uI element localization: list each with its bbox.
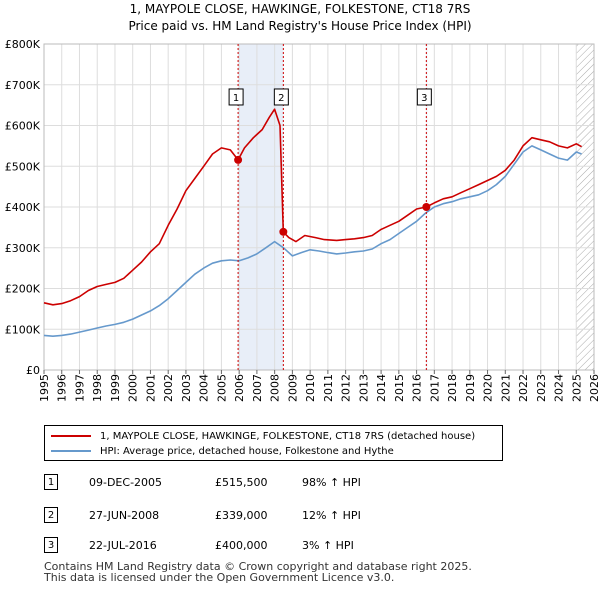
legend: 1, MAYPOLE CLOSE, HAWKINGE, FOLKESTONE, … <box>44 425 503 461</box>
x-tick-label: 1996 <box>56 374 69 402</box>
transaction-price: £400,000 <box>215 538 268 552</box>
x-tick-label: 2009 <box>286 374 299 402</box>
footer-line-1: Contains HM Land Registry data © Crown c… <box>44 560 472 573</box>
sale-marker-label: 3 <box>421 93 427 104</box>
transaction-date: 27-JUN-2008 <box>89 508 160 522</box>
sale-marker-box <box>228 88 244 106</box>
x-axis: 1995 1996 1997 1998 1999 2000 2001 2002 2003 2004… <box>38 370 600 402</box>
legend-label-property: 1, MAYPOLE CLOSE, HAWKINGE, FOLKESTONE, … <box>100 430 476 442</box>
x-tick-label: 2006 <box>233 374 246 402</box>
x-tick-label: 1999 <box>109 374 122 402</box>
legend-swatch-hpi <box>51 450 91 452</box>
legend-entry-property: 1, MAYPOLE CLOSE, HAWKINGE, FOLKESTONE, … <box>45 429 475 443</box>
y-tick-label: £500K <box>5 160 41 173</box>
sale-markers: 1 2 3 <box>228 44 432 370</box>
x-tick-label: 2003 <box>180 374 193 402</box>
x-tick-label: 2000 <box>127 374 140 402</box>
x-tick-label: 2026 <box>588 374 600 402</box>
legend-label-hpi: HPI: Average price, detached house, Folk… <box>100 445 394 457</box>
x-tick-label: 2016 <box>411 374 424 402</box>
x-tick-label: 1997 <box>73 374 86 402</box>
sale-marker-box <box>273 88 289 106</box>
transaction-hpi: 98% ↑ HPI <box>302 475 361 489</box>
x-tick-label: 1998 <box>91 374 104 402</box>
y-tick-label: £0 <box>26 364 40 377</box>
transaction-hpi: 3% ↑ HPI <box>302 538 354 552</box>
y-axis: £0 £100K £200K £300K £400K £500K £600K £700K £80… <box>5 38 41 377</box>
x-tick-label: 2005 <box>215 374 228 402</box>
transaction-number: 1 <box>44 474 58 490</box>
price-chart: 1, MAYPOLE CLOSE, HAWKINGE, FOLKESTONE, … <box>5 2 600 402</box>
transaction-date: 09-DEC-2005 <box>89 475 163 489</box>
series-lines <box>43 108 582 337</box>
x-tick-label: 2024 <box>553 374 566 402</box>
x-tick-label: 2015 <box>393 374 406 402</box>
x-tick-label: 2004 <box>198 374 211 402</box>
x-tick-label: 2018 <box>446 374 459 402</box>
transaction-price: £339,000 <box>215 508 268 522</box>
x-tick-label: 2022 <box>517 374 530 402</box>
property-series-line <box>43 108 582 306</box>
x-tick-label: 2023 <box>535 374 548 402</box>
sale-marker-point <box>279 227 288 236</box>
x-tick-label: 2025 <box>570 374 583 402</box>
transaction-number: 2 <box>44 507 58 523</box>
x-tick-label: 2017 <box>428 374 441 402</box>
plot-frame <box>43 43 595 371</box>
x-tick-label: 2007 <box>251 374 264 402</box>
hpi-series-line <box>43 145 582 337</box>
transaction-price: £515,500 <box>215 475 268 489</box>
x-tick-label: 2002 <box>162 374 175 402</box>
x-tick-label: 2012 <box>340 374 353 402</box>
transaction-number: 3 <box>44 537 58 553</box>
x-tick-label: 2001 <box>144 374 157 402</box>
y-tick-label: £300K <box>5 242 41 255</box>
y-tick-label: £800K <box>5 38 41 51</box>
x-tick-label: 2021 <box>499 374 512 402</box>
transaction-row: 3 22-JUL-2016 £400,000 3% ↑ HPI <box>44 535 354 555</box>
x-tick-label: 2011 <box>322 374 335 402</box>
transaction-date: 22-JUL-2016 <box>89 538 157 552</box>
y-tick-label: £100K <box>5 323 41 336</box>
y-tick-label: £200K <box>5 283 41 296</box>
footer-line-2: This data is licensed under the Open Gov… <box>44 571 395 584</box>
x-tick-label: 2019 <box>464 374 477 402</box>
x-tick-label: 2008 <box>269 374 282 402</box>
sale-marker-label: 1 <box>233 93 239 104</box>
y-tick-label: £700K <box>5 79 41 92</box>
sale-marker-label: 2 <box>278 93 284 104</box>
grid-lines <box>43 43 595 371</box>
x-tick-label: 2013 <box>357 374 370 402</box>
transaction-row: 2 27-JUN-2008 £339,000 12% ↑ HPI <box>44 505 361 525</box>
legend-entry-hpi: HPI: Average price, detached house, Folk… <box>45 444 394 458</box>
transaction-hpi: 12% ↑ HPI <box>302 508 361 522</box>
chart-subtitle: Price paid vs. HM Land Registry's House … <box>128 19 471 33</box>
transaction-row: 1 09-DEC-2005 £515,500 98% ↑ HPI <box>44 472 361 492</box>
x-tick-label: 2020 <box>482 374 495 402</box>
chart-title: 1, MAYPOLE CLOSE, HAWKINGE, FOLKESTONE, … <box>130 2 471 16</box>
sale-marker-point <box>234 155 243 164</box>
sale-marker-box <box>416 88 432 106</box>
x-tick-label: 2010 <box>304 374 317 402</box>
x-tick-label: 2014 <box>375 374 388 402</box>
sale-marker-point <box>422 203 431 211</box>
legend-swatch-property <box>51 435 91 437</box>
footer: Contains HM Land Registry data © Crown c… <box>44 561 472 583</box>
x-tick-label: 1995 <box>38 374 51 402</box>
y-tick-label: £600K <box>5 120 41 133</box>
y-tick-label: £400K <box>5 201 41 214</box>
